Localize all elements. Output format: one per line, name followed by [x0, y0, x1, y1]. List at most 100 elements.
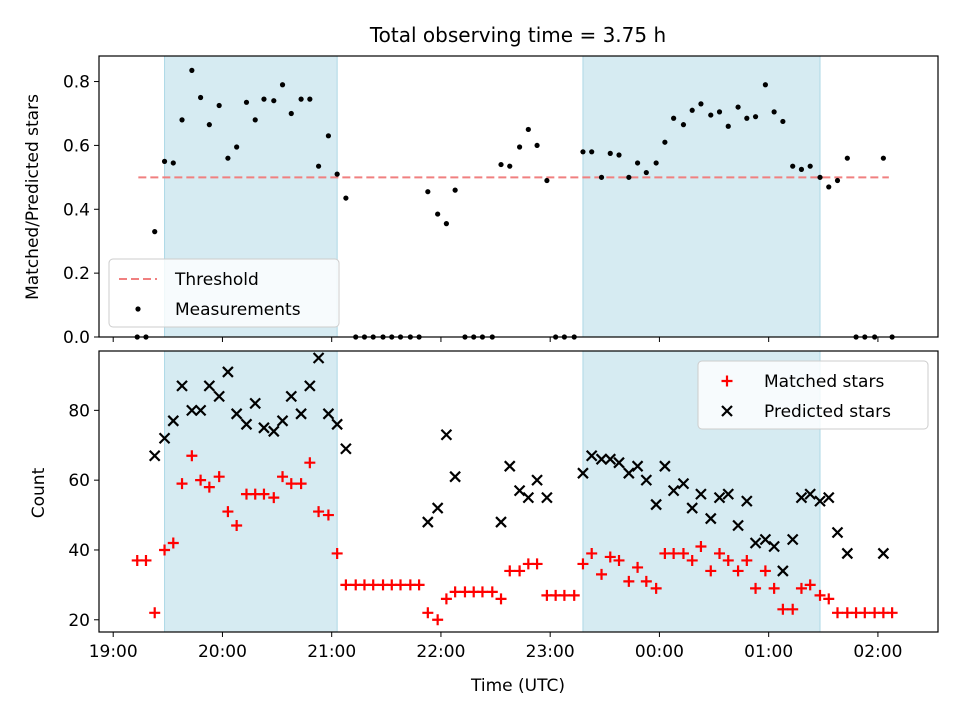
data-point	[695, 540, 707, 552]
shaded-interval	[582, 55, 821, 338]
data-point	[662, 139, 668, 145]
data-point	[640, 575, 652, 587]
data-point	[258, 488, 270, 500]
data-point	[722, 488, 735, 500]
x-tick-label: 21:00	[307, 642, 356, 662]
legend-box	[697, 360, 929, 430]
x-tick-label: 01:00	[744, 642, 793, 662]
data-point	[671, 115, 677, 121]
data-point	[307, 96, 313, 102]
data-point	[498, 161, 504, 168]
data-point	[249, 397, 261, 410]
data-point	[544, 177, 550, 184]
x-tick-label: 19:00	[89, 642, 138, 662]
data-point	[148, 449, 161, 462]
count-panel: 19:00 20:00 21:00 22:00 23:00 00:00 01:00 02:00…	[68, 350, 939, 662]
data-point	[261, 96, 267, 102]
data-point	[313, 506, 325, 518]
data-point	[795, 582, 807, 594]
x-tick-label: 22:00	[416, 642, 465, 662]
data-point	[216, 102, 222, 109]
top-y-axis-label: Matched/Predicted stars	[23, 94, 43, 300]
data-point	[735, 104, 741, 110]
y-tick-label: 80	[68, 401, 90, 421]
y-tick-label: 0.4	[63, 200, 90, 220]
data-point	[189, 67, 195, 73]
data-point	[749, 537, 762, 549]
data-point	[604, 551, 616, 563]
data-point	[831, 607, 843, 619]
data-point	[844, 155, 850, 161]
legend-marker	[721, 375, 733, 387]
data-point	[568, 589, 580, 601]
data-point	[795, 491, 808, 504]
data-point	[714, 547, 726, 559]
data-point	[443, 221, 449, 227]
data-point	[708, 112, 714, 118]
data-point	[677, 547, 689, 559]
data-point	[804, 488, 816, 500]
data-point	[804, 579, 816, 591]
chart-title: Total observing time = 3.75 h	[369, 23, 666, 47]
data-point	[194, 404, 207, 417]
data-point	[623, 467, 635, 479]
data-point	[222, 506, 234, 518]
data-point	[777, 565, 789, 577]
data-point	[768, 582, 780, 594]
data-point	[786, 533, 799, 546]
data-point	[631, 460, 644, 472]
data-point	[787, 603, 799, 615]
data-point	[186, 450, 198, 462]
data-point	[322, 509, 334, 521]
data-point	[689, 107, 695, 113]
data-point	[577, 558, 589, 570]
data-point	[613, 456, 625, 469]
data-point	[686, 502, 698, 514]
data-point	[331, 418, 343, 431]
data-point	[632, 561, 644, 573]
data-point	[716, 109, 723, 115]
data-point	[277, 471, 289, 483]
data-point	[440, 428, 453, 441]
data-point	[822, 491, 835, 504]
shaded-interval	[164, 350, 338, 633]
data-point	[531, 558, 543, 570]
plot-frame	[98, 350, 939, 633]
data-point	[340, 579, 352, 591]
data-point	[768, 540, 780, 553]
legend-box	[108, 258, 340, 328]
data-point	[495, 516, 507, 528]
legend-label: Threshold	[174, 270, 259, 290]
data-point	[258, 422, 270, 434]
data-point	[880, 155, 886, 161]
legend-label: Measurements	[175, 300, 301, 320]
x-tick-label: 02:00	[853, 642, 902, 662]
y-tick-label: 20	[68, 611, 90, 631]
data-point	[589, 149, 595, 155]
data-point	[831, 526, 844, 539]
x-tick-label: 00:00	[635, 642, 684, 662]
data-point	[814, 495, 826, 507]
data-point	[777, 603, 789, 615]
data-point	[158, 432, 171, 445]
data-point	[650, 498, 662, 511]
series-plus	[131, 450, 898, 626]
y-tick-label: 0.6	[63, 136, 90, 156]
data-point	[859, 607, 871, 619]
data-point	[295, 478, 307, 490]
data-point	[598, 174, 605, 180]
data-point	[476, 586, 488, 598]
legend: Matched stars Predicted stars	[697, 360, 929, 430]
data-point	[604, 453, 617, 465]
data-point	[698, 101, 704, 107]
data-point	[886, 607, 898, 619]
data-point	[586, 547, 598, 559]
data-point	[395, 579, 407, 591]
data-point	[704, 512, 717, 525]
data-point	[312, 352, 325, 364]
y-tick-label: 40	[68, 541, 90, 561]
data-point	[580, 149, 586, 155]
data-point	[140, 554, 152, 566]
data-point	[285, 390, 298, 403]
data-point	[288, 110, 294, 117]
